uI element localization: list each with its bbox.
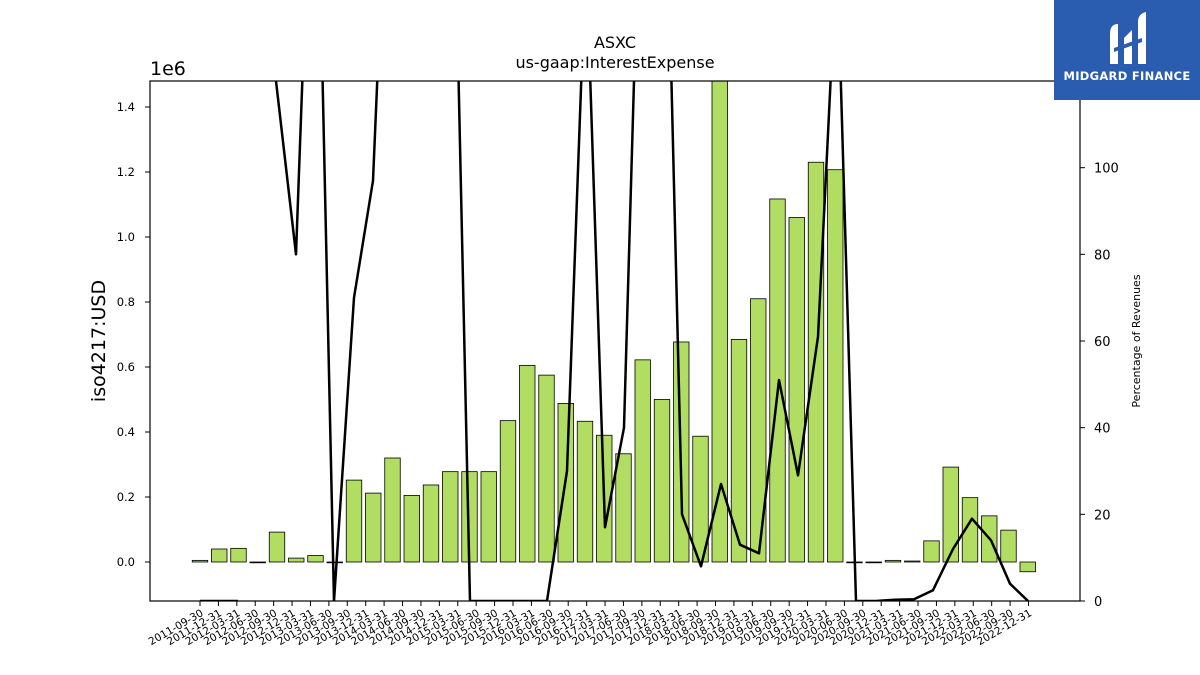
y-offset-label: 1e6	[150, 58, 186, 80]
midgard-logo-icon	[1110, 12, 1146, 64]
logo-text: MIDGARD FINANCE	[1063, 69, 1191, 83]
bar	[365, 492, 382, 563]
bar	[769, 198, 786, 563]
chart-subtitle: us-gaap:InterestExpense	[515, 53, 714, 72]
bar	[923, 540, 940, 563]
y2-tick-label: 40	[1094, 422, 1111, 437]
bar	[961, 497, 979, 563]
x-axis-ticks: 2011-09-302011-12-312012-03-312012-06-30…	[147, 601, 1034, 648]
bar	[576, 420, 594, 563]
y-tick-label: 0.0	[117, 555, 135, 569]
bar	[884, 559, 902, 563]
bar	[615, 453, 632, 563]
bar	[730, 338, 748, 563]
bar	[499, 420, 517, 563]
bar	[750, 298, 767, 563]
bar	[807, 161, 825, 563]
bar	[480, 471, 497, 563]
bar	[211, 548, 228, 563]
line-series-path	[200, 81, 1029, 601]
bar	[442, 471, 459, 563]
bar	[942, 466, 959, 563]
bar	[230, 547, 247, 563]
y2-tick-label: 80	[1094, 248, 1111, 263]
y2-tick-label: 100	[1094, 162, 1119, 177]
y-tick-label: 1.4	[117, 100, 135, 114]
bar	[384, 457, 401, 563]
bar	[653, 399, 671, 563]
bar	[403, 494, 420, 563]
y2-axis-ticks: 0 20 40 60 80 100	[1080, 162, 1119, 610]
y2-axis-label: Percentage of Revenues	[1130, 274, 1143, 407]
y2-tick-label: 60	[1094, 335, 1111, 350]
y-tick-label: 0.2	[117, 490, 135, 504]
line-series	[200, 81, 1029, 601]
brand-logo: MIDGARD FINANCE	[1054, 0, 1200, 100]
bar	[307, 555, 324, 563]
bar	[711, 81, 728, 563]
y-tick-label: 0.8	[117, 295, 135, 309]
bar	[788, 217, 805, 563]
bar	[288, 557, 305, 563]
y2-tick-label: 20	[1094, 508, 1111, 523]
bar	[268, 531, 286, 563]
plot-frame	[149, 80, 1081, 602]
y-tick-label: 0.4	[117, 425, 135, 439]
bar-series	[191, 81, 1036, 573]
bar	[519, 364, 536, 563]
y2-tick-label: 0	[1094, 595, 1102, 610]
bar	[345, 479, 363, 563]
bar	[865, 561, 882, 564]
y-axis-ticks: 0.0 0.2 0.4 0.6 0.8 1.0 1.2 1.4	[117, 100, 150, 569]
bar	[538, 374, 555, 563]
bar	[827, 169, 844, 563]
bar	[634, 359, 651, 563]
y-axis-label: iso4217:USD	[88, 280, 110, 402]
bar	[191, 559, 209, 563]
chart-title: ASXC	[594, 33, 636, 52]
y-tick-label: 1.2	[117, 165, 135, 179]
bar	[904, 560, 921, 563]
bar	[326, 561, 343, 564]
bar	[249, 561, 266, 564]
y-tick-label: 0.6	[117, 360, 135, 374]
bar	[1019, 561, 1036, 573]
y-tick-label: 1.0	[117, 230, 135, 244]
bar	[422, 484, 440, 563]
bar	[1000, 529, 1017, 563]
